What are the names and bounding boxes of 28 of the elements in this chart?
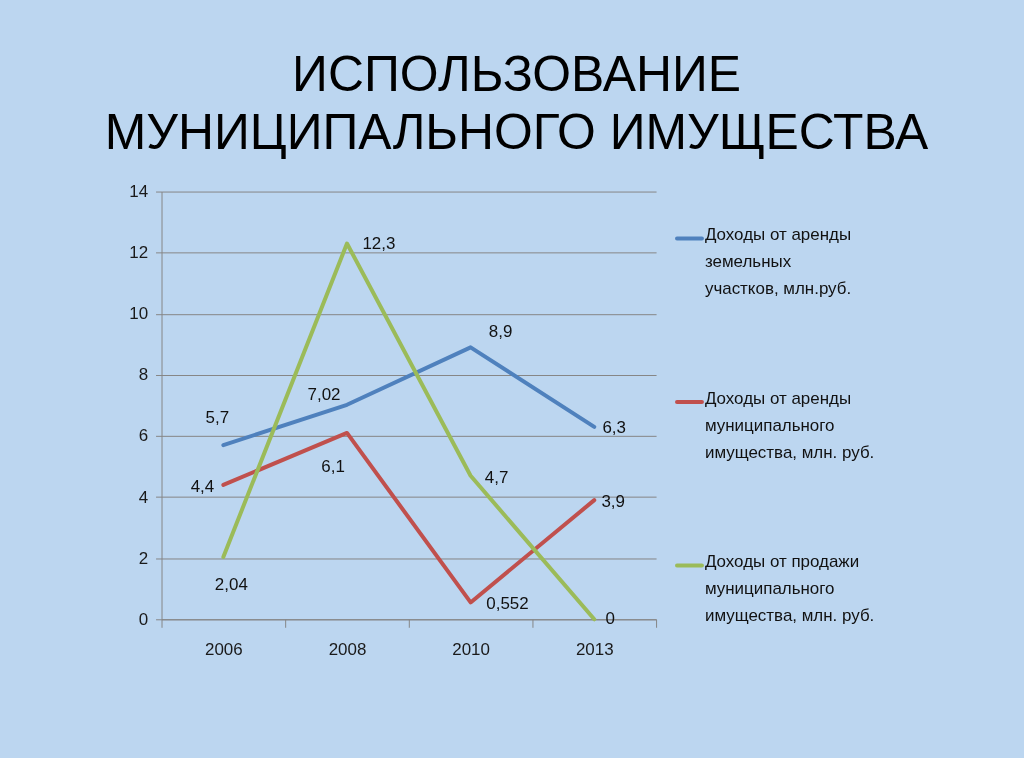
- y-tick-label: 8: [138, 365, 149, 385]
- legend-label: Доходы от аренды земельных участков, млн.руб.: [704, 225, 852, 299]
- legend-label: Доходы от аренды муниципального имущества, млн. руб.: [704, 388, 875, 462]
- data-label: 7,02: [307, 384, 341, 404]
- data-label: 3,9: [601, 492, 625, 512]
- data-label: 5,7: [205, 408, 230, 428]
- x-tick-label: 2008: [328, 639, 367, 659]
- legend-label: Доходы от продажи муниципального имущества, млн. руб.: [704, 552, 875, 626]
- x-tick-label: 2006: [205, 639, 243, 659]
- data-label: 0,552: [486, 594, 529, 614]
- data-label: 12,3: [362, 234, 396, 254]
- data-label: 0: [605, 609, 615, 629]
- y-tick-label: 0: [138, 609, 149, 629]
- data-label: 4,4: [190, 476, 215, 496]
- y-tick-label: 2: [138, 548, 149, 568]
- data-label: 2,04: [214, 574, 248, 594]
- y-tick-label: 10: [129, 304, 149, 324]
- y-tick-label: 12: [129, 243, 149, 263]
- data-label: 4,7: [484, 467, 509, 487]
- data-label: 6,3: [602, 417, 626, 437]
- y-tick-label: 6: [138, 426, 149, 446]
- y-tick-label: 4: [138, 487, 149, 507]
- x-tick-label: 2013: [575, 639, 614, 659]
- y-tick-label: 14: [129, 182, 149, 202]
- x-tick-label: 2010: [452, 639, 490, 659]
- data-label: 6,1: [321, 456, 345, 476]
- chart-title: ИСПОЛЬЗОВАНИЕ МУНИЦИПАЛЬНОГО ИМУЩЕСТВА: [104, 45, 930, 160]
- data-label: 8,9: [488, 322, 513, 342]
